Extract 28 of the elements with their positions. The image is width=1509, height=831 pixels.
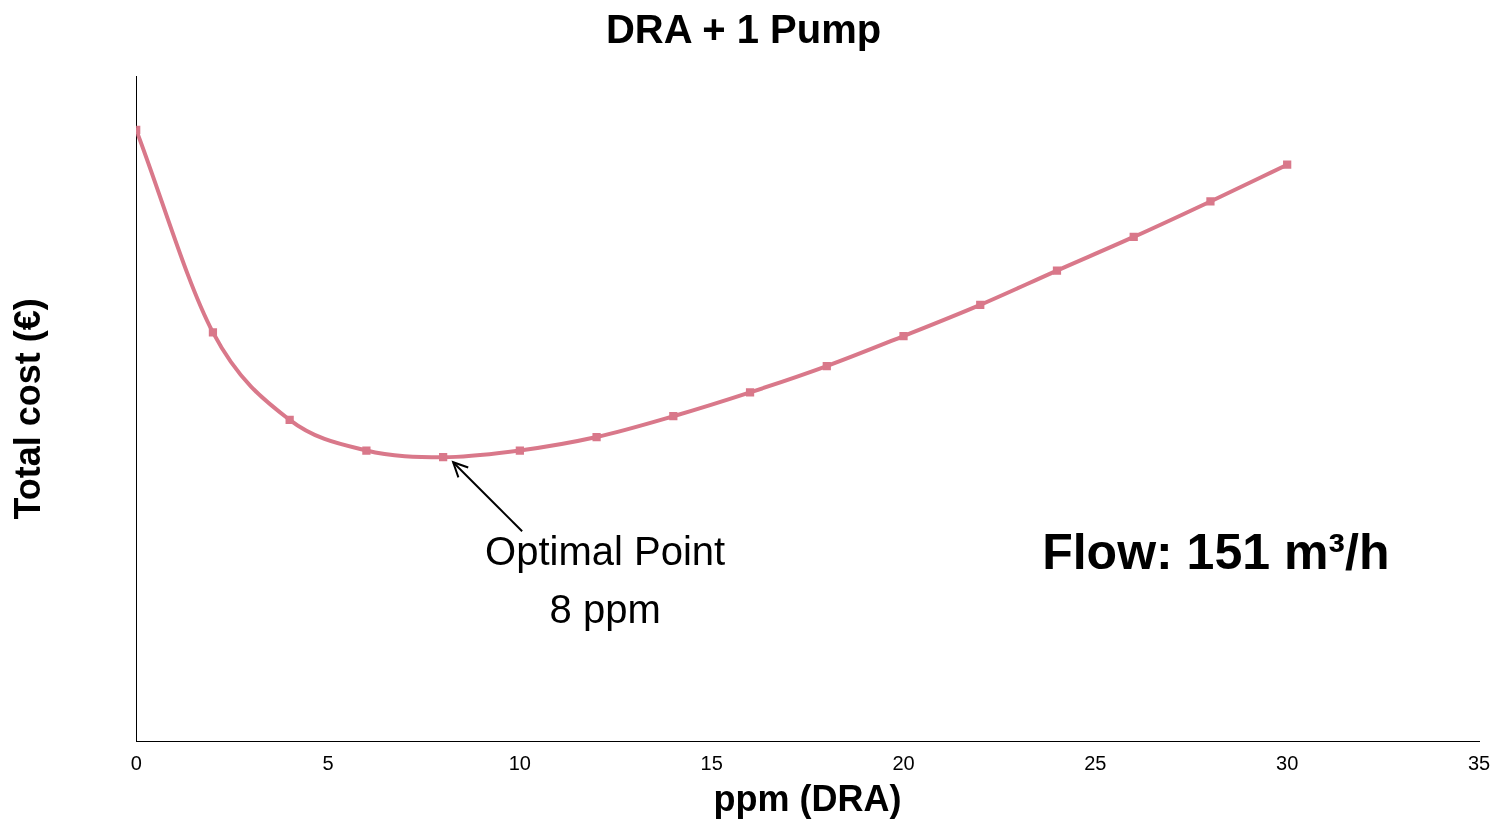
point (976, 300, 985, 309)
point (515, 446, 524, 455)
x-tick-label: 35 (1467, 752, 1491, 775)
point (1052, 266, 1062, 275)
annotation: Optimal Point 8 ppm (485, 529, 726, 632)
point (822, 361, 831, 371)
point (745, 388, 755, 397)
point (439, 453, 448, 462)
point (1206, 197, 1215, 206)
x-tick-label: 20 (892, 752, 915, 775)
point (362, 446, 371, 455)
x-tick-label: 5 (322, 752, 334, 775)
x-tick-label: 30 (1276, 752, 1299, 775)
chart-title: DRA + 1 Pump (605, 7, 882, 52)
point (1283, 160, 1292, 169)
point (1129, 232, 1138, 242)
x-tick-label: 0 (130, 752, 142, 775)
x-tick-label: 10 (508, 752, 531, 775)
point (669, 412, 678, 421)
point (899, 331, 908, 341)
annotation: Flow: 151 m³/h (1042, 524, 1390, 581)
point (285, 415, 294, 425)
x-tick-label: 25 (1084, 752, 1107, 775)
x-axis-title: ppm (DRA) (713, 778, 902, 820)
point (208, 328, 218, 337)
y-axis-title: Total cost (€) (6, 298, 48, 520)
point (592, 432, 601, 442)
x-tick-label: 15 (700, 752, 723, 775)
